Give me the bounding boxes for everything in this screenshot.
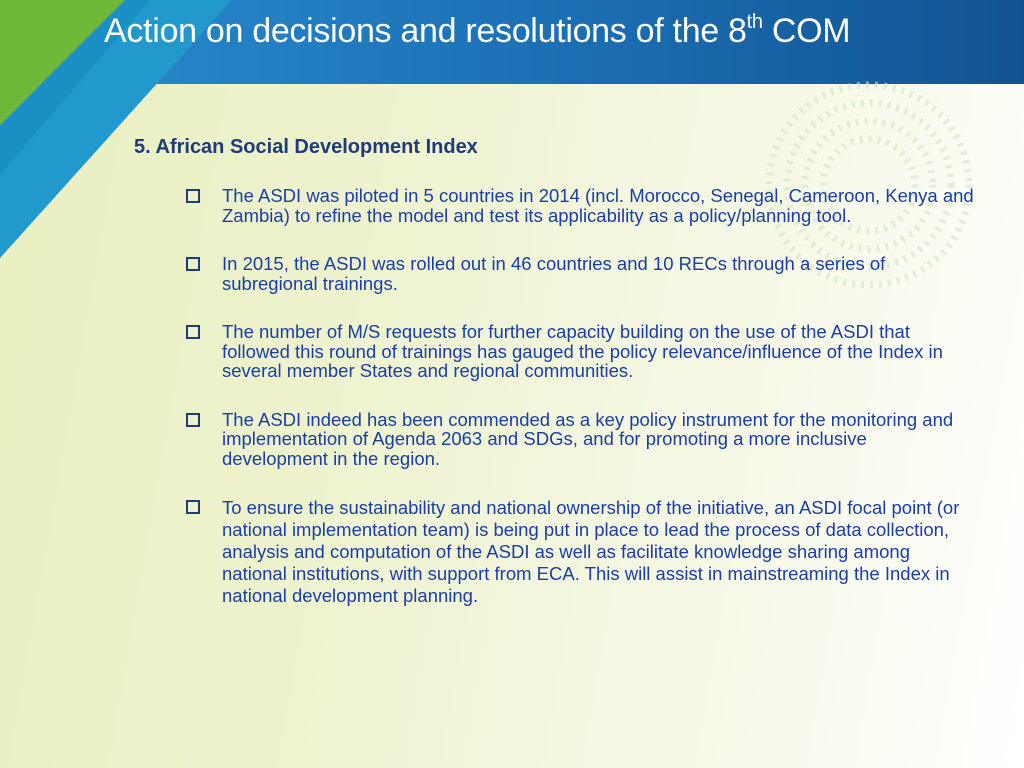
list-item: To ensure the sustainability and nationa…: [184, 497, 974, 607]
list-item: The ASDI was piloted in 5 countries in 2…: [184, 186, 974, 225]
bullet-text: To ensure the sustainability and nationa…: [222, 497, 960, 606]
bullet-text: The ASDI indeed has been commended as a …: [222, 408, 954, 469]
teal-highlight-shape: [0, 0, 232, 258]
section-heading: 5. African Social Development Index: [134, 136, 478, 158]
checkbox-square-icon: [186, 189, 200, 203]
ring-logo-icon: [765, 81, 973, 289]
title-text: Action on decisions and resolutions of t…: [104, 12, 747, 50]
title-superscript: th: [746, 10, 763, 33]
corner-decoration: [0, 0, 232, 258]
list-item: The number of M/S requests for further c…: [184, 322, 974, 381]
checkbox-square-icon: [186, 257, 200, 271]
title-suffix: COM: [762, 12, 851, 50]
checkbox-square-icon: [186, 500, 200, 514]
bullet-text: The ASDI was piloted in 5 countries in 2…: [222, 185, 974, 226]
bullet-text: The number of M/S requests for further c…: [222, 321, 943, 381]
checkbox-square-icon: [186, 325, 200, 339]
bullet-text: In 2015, the ASDI was rolled out in 46 c…: [222, 253, 886, 294]
list-item: The ASDI indeed has been commended as a …: [184, 408, 974, 469]
list-item: In 2015, the ASDI was rolled out in 46 c…: [184, 254, 974, 293]
bullet-list: The ASDI was piloted in 5 countries in 2…: [184, 186, 974, 607]
checkbox-square-icon: [186, 412, 200, 427]
slide-title: Action on decisions and resolutions of t…: [104, 10, 851, 51]
